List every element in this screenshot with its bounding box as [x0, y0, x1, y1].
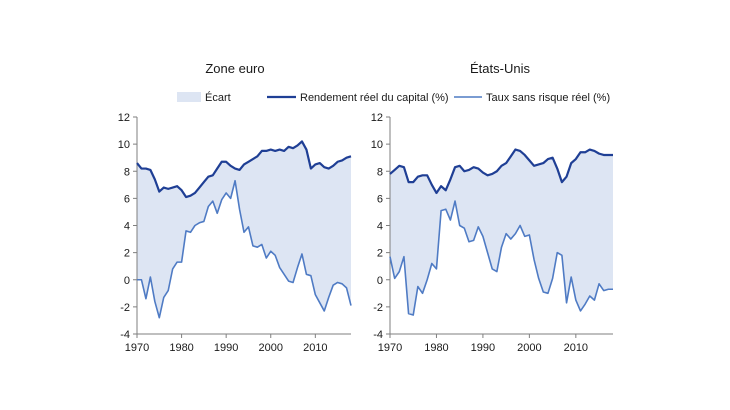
x-tick-label: 1970 [125, 342, 149, 354]
y-tick-label: 6 [377, 193, 383, 205]
y-tick-label: 8 [377, 166, 383, 178]
y-tick-label: -2 [373, 302, 383, 314]
legend-label-riskfree: Taux sans risque réel (%) [486, 92, 610, 104]
x-tick-label: 1990 [471, 342, 495, 354]
y-tick-label: 2 [377, 248, 383, 260]
y-tick-label: -4 [120, 329, 130, 341]
y-tick-label: 10 [371, 139, 383, 151]
legend-label-capital: Rendement réel du capital (%) [300, 92, 449, 104]
y-tick-label: 0 [377, 275, 383, 287]
y-tick-label: 4 [377, 221, 383, 233]
x-tick-label: 1980 [424, 342, 448, 354]
legend: Écart Rendement réel du capital (%) Taux… [177, 91, 610, 104]
legend-label-gap: Écart [205, 91, 231, 104]
chart-panel-euro-area: -4 -2 0 2 4 6 8 10 12 1970 1980 1990 2000 2010 [118, 112, 352, 354]
y-tick-label: 2 [124, 248, 130, 260]
y-tick-label: 6 [124, 193, 130, 205]
x-tick-label: 1980 [169, 342, 193, 354]
y-tick-label: 0 [124, 275, 130, 287]
x-tick-label: 2010 [303, 342, 327, 354]
capital-return-line-euro-area [136, 140, 352, 199]
chart-panel-united-states: -4 -2 0 2 4 6 8 10 12 1970 1980 1990 2000 2010 [371, 112, 613, 354]
x-tick-label: 2000 [517, 342, 541, 354]
riskfree-rate-line-united-states [389, 200, 613, 316]
x-tick-label: 2010 [564, 342, 588, 354]
chart-title-euro-area: Zone euro [205, 61, 264, 76]
x-tick-label: 2000 [259, 342, 283, 354]
riskfree-rate-line-euro-area [137, 179, 352, 319]
y-tick-label: 8 [124, 166, 130, 178]
x-tick-label: 1990 [214, 342, 238, 354]
x-tick-label: 1970 [378, 342, 402, 354]
capital-return-line-united-states [389, 148, 613, 195]
y-tick-label: 12 [371, 112, 383, 124]
y-tick-label: 10 [118, 139, 130, 151]
y-tick-label: 12 [118, 112, 130, 124]
y-tick-label: 4 [124, 221, 130, 233]
y-tick-label: -4 [373, 329, 383, 341]
y-tick-label: -2 [120, 302, 130, 314]
legend-swatch-gap [177, 92, 201, 102]
chart-title-united-states: États-Unis [470, 61, 530, 76]
